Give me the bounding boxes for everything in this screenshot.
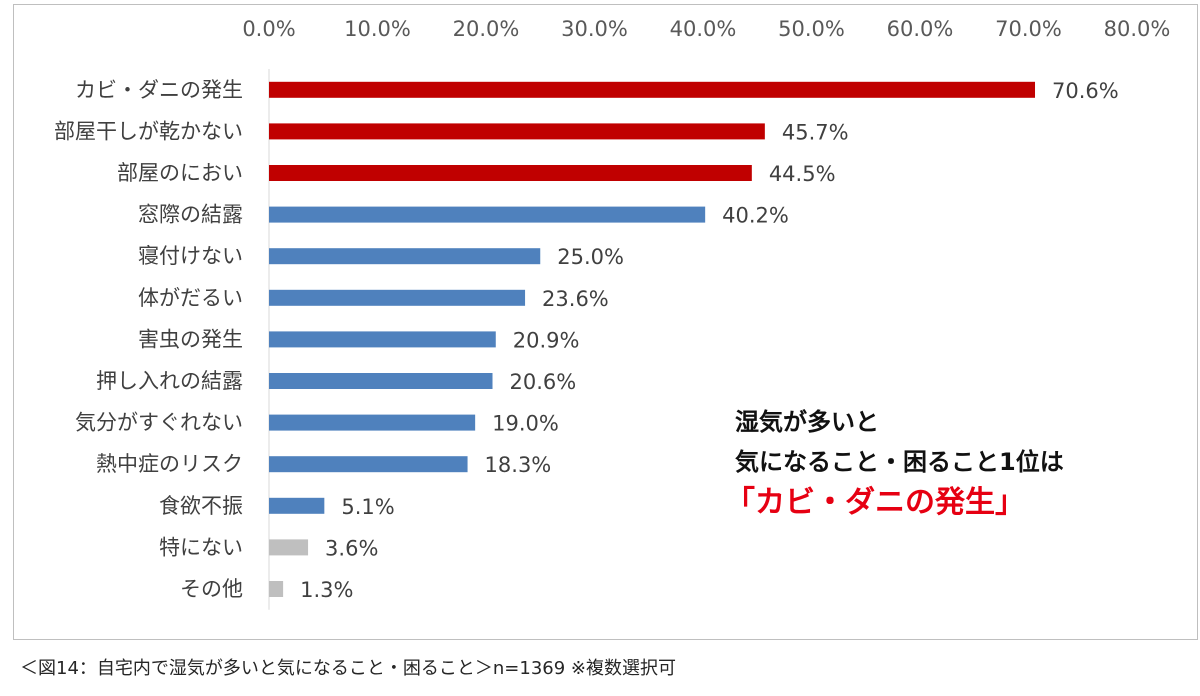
- bar: [269, 414, 476, 431]
- x-tick-label: 80.0%: [1104, 17, 1171, 41]
- category-label: 寝付けない: [138, 244, 243, 268]
- callout-line-1: 湿気が多いと: [735, 408, 879, 436]
- bar: [269, 248, 541, 265]
- category-label: 窓際の結露: [138, 203, 243, 227]
- bar: [269, 289, 526, 306]
- value-label: 20.9%: [513, 328, 580, 352]
- bar: [269, 539, 309, 556]
- value-label: 45.7%: [782, 120, 849, 144]
- value-label: 3.6%: [325, 536, 378, 560]
- chart-frame: [13, 4, 1198, 640]
- value-label: 23.6%: [542, 287, 609, 311]
- value-label: 44.5%: [769, 162, 836, 186]
- bar: [269, 373, 493, 389]
- x-tick-label: 20.0%: [453, 17, 520, 41]
- value-label: 40.2%: [722, 204, 789, 228]
- x-tick-label: 50.0%: [778, 17, 845, 41]
- x-tick-label: 0.0%: [242, 17, 295, 41]
- value-labels: 70.6% 45.7% 44.5% 40.2% 25.0% 23.6% 20.9% 20.6%…: [300, 79, 1119, 602]
- value-label: 19.0%: [492, 412, 559, 436]
- callout-highlight: 「カビ・ダニの発生」: [725, 485, 1025, 520]
- category-label: 気分がすぐれない: [75, 411, 243, 435]
- category-label: 害虫の発生: [138, 327, 243, 351]
- value-label: 18.3%: [485, 453, 552, 477]
- bar: [269, 123, 765, 140]
- figure-caption: ＜図14：自宅内で湿気が多いと気になること・困ること＞n=1369 ※複数選択可: [20, 658, 677, 679]
- category-label: 部屋のにおい: [117, 161, 243, 185]
- bar: [269, 331, 496, 348]
- category-labels: カビ・ダニの発生部屋干しが乾かない部屋のにおい窓際の結露寝付けない体がだるい害虫…: [54, 78, 243, 601]
- callout: 湿気が多いと 気になること・困ること1位は 「カビ・ダニの発生」: [725, 402, 1175, 524]
- value-label: 5.1%: [341, 495, 394, 519]
- bar: [269, 581, 284, 597]
- bar: [269, 81, 1036, 98]
- x-tick-label: 40.0%: [670, 17, 737, 41]
- value-label: 20.6%: [510, 370, 577, 394]
- category-label: 押し入れの結露: [96, 369, 243, 393]
- category-label: 熱中症のリスク: [96, 452, 243, 476]
- callout-line-2: 気になること・困ること1位は: [735, 448, 1064, 476]
- category-label: 食欲不振: [159, 494, 243, 518]
- category-label: 特にない: [159, 535, 243, 559]
- bar-chart: 0.0% 10.0% 20.0% 30.0% 40.0% 50.0% 60.0% 70.0% 8…: [54, 17, 1170, 610]
- value-label: 70.6%: [1052, 79, 1119, 103]
- x-tick-label: 60.0%: [887, 17, 954, 41]
- bar: [269, 165, 752, 181]
- bars: [269, 81, 1036, 597]
- bar: [269, 206, 706, 223]
- x-tick-label: 10.0%: [344, 17, 411, 41]
- category-label: その他: [180, 577, 243, 601]
- x-tick-label: 30.0%: [561, 17, 628, 41]
- x-tick-label: 70.0%: [995, 17, 1062, 41]
- bar: [269, 456, 468, 473]
- value-label: 1.3%: [300, 578, 353, 602]
- value-label: 25.0%: [557, 245, 624, 269]
- category-label: 部屋干しが乾かない: [54, 119, 243, 143]
- bar: [269, 497, 325, 514]
- category-label: カビ・ダニの発生: [75, 78, 243, 102]
- x-axis-ticks: 0.0% 10.0% 20.0% 30.0% 40.0% 50.0% 60.0% 70.0% 8…: [242, 17, 1170, 41]
- category-label: 体がだるい: [138, 286, 243, 310]
